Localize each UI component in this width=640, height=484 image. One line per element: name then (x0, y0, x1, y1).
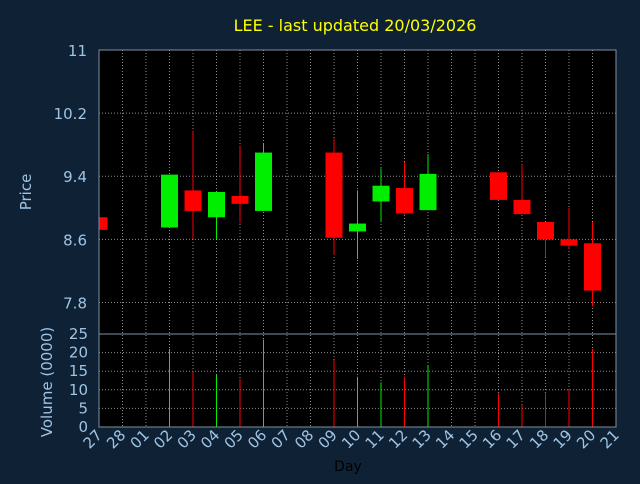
candle-body (208, 192, 225, 218)
x-axis-label: Day (334, 459, 362, 475)
x-tick-label: 03 (174, 426, 200, 452)
candle-body (537, 221, 554, 240)
price-tick-label: 11 (68, 42, 87, 60)
candle-body (419, 173, 437, 211)
x-tick-label: 20 (573, 426, 599, 452)
volume-tick-label: 0 (78, 418, 88, 436)
price-tick-label: 10.2 (54, 105, 87, 123)
x-tick-label: 05 (221, 426, 247, 452)
volume-tick-label: 10 (69, 381, 88, 399)
volume-tick-label: 20 (69, 344, 88, 362)
x-tick-label: 10 (338, 426, 364, 452)
x-tick-label: 16 (479, 426, 505, 452)
candle-body (184, 190, 202, 211)
x-tick-label: 04 (197, 426, 223, 452)
volume-frame (98, 333, 617, 428)
candle-body (490, 172, 507, 200)
x-tick-label: 14 (432, 426, 458, 452)
x-tick-label: 06 (244, 426, 270, 452)
candle-body (99, 217, 108, 230)
candle-body (513, 199, 531, 215)
price-tick-label: 9.4 (63, 168, 87, 186)
x-tick-label: 01 (127, 426, 153, 452)
candle-body (349, 223, 366, 232)
candle-body (560, 239, 578, 246)
price-tick-label: 7.8 (63, 294, 87, 312)
volume-axis-label: Volume (0000) (38, 327, 56, 437)
x-tick-label: 09 (315, 426, 341, 452)
x-tick-label: 08 (291, 426, 317, 452)
x-tick-label: 12 (385, 426, 411, 452)
price-axis-label: Price (17, 174, 35, 211)
candle-body (161, 174, 178, 228)
candle-body (255, 152, 272, 211)
candle-body (231, 195, 249, 204)
x-tick-label: 19 (550, 426, 576, 452)
x-tick-label: 11 (362, 426, 388, 452)
candle-body (325, 152, 343, 238)
x-tick-label: 21 (597, 426, 623, 452)
x-tick-label: 17 (503, 426, 529, 452)
x-tick-label: 07 (268, 426, 294, 452)
volume-tick-label: 25 (69, 325, 88, 343)
candle-body (584, 243, 601, 291)
chart-title: LEE - last updated 20/03/2026 (234, 16, 477, 35)
candle-body (396, 188, 413, 214)
candle-body (372, 185, 390, 202)
x-tick-label: 18 (526, 426, 552, 452)
volume-tick-label: 15 (69, 362, 88, 380)
x-tick-label: 02 (150, 426, 176, 452)
x-tick-label: 15 (456, 426, 482, 452)
price-tick-label: 8.6 (63, 231, 87, 249)
x-tick-label: 28 (103, 426, 129, 452)
volume-tick-label: 5 (78, 399, 88, 417)
x-tick-label: 13 (409, 426, 435, 452)
